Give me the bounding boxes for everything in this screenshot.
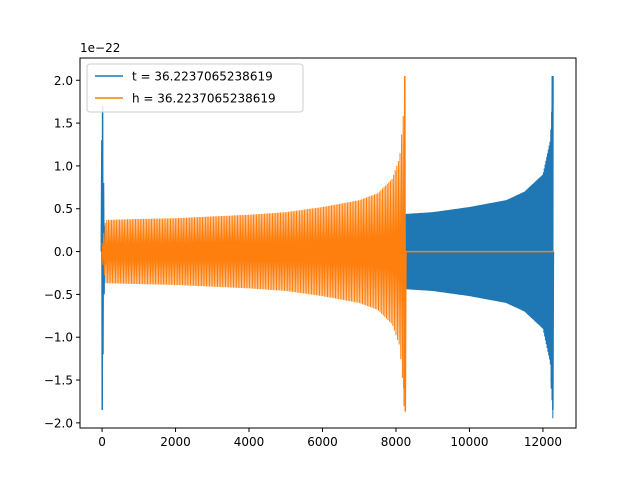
x-tick-label: 8000	[381, 435, 412, 449]
x-tick-label: 12000	[524, 435, 562, 449]
x-tick-label: 0	[98, 435, 106, 449]
x-tick-label: 6000	[307, 435, 338, 449]
y-axis: −2.0 −1.5 −1.0 −0.5 0.0 0.5 1.0 1.5 2.0	[44, 74, 80, 430]
y-tick-label: 0.5	[54, 202, 73, 216]
series-h-peak	[403, 75, 407, 412]
series-t-oscillation	[405, 75, 554, 419]
series-t-peak	[550, 75, 555, 411]
y-tick-label: −0.5	[44, 288, 73, 302]
legend-box	[86, 63, 304, 113]
y-tick-label: −1.5	[44, 374, 73, 388]
y-tick-label: 0.0	[54, 245, 73, 259]
x-tick-label: 2000	[160, 435, 191, 449]
x-axis: 0 2000 4000 6000 8000 10000 12000	[98, 428, 562, 449]
series-h	[101, 75, 554, 412]
y-tick-label: −1.0	[44, 331, 73, 345]
legend-label-t: t = 36.2237065238619	[132, 70, 273, 84]
y-tick-label: −2.0	[44, 416, 73, 430]
legend-label-h: h = 36.2237065238619	[132, 92, 276, 106]
legend: t = 36.2237065238619 h = 36.223706523861…	[86, 63, 304, 113]
y-tick-label: 1.0	[54, 159, 73, 173]
x-tick-label: 10000	[450, 435, 488, 449]
series-h-oscillation	[101, 75, 406, 407]
y-tick-label: 1.5	[54, 117, 73, 131]
y-offset-label: 1e−22	[80, 41, 120, 55]
y-tick-label: 2.0	[54, 74, 73, 88]
x-tick-label: 4000	[234, 435, 265, 449]
plot-frame	[79, 57, 577, 429]
series-layer	[100, 75, 555, 419]
